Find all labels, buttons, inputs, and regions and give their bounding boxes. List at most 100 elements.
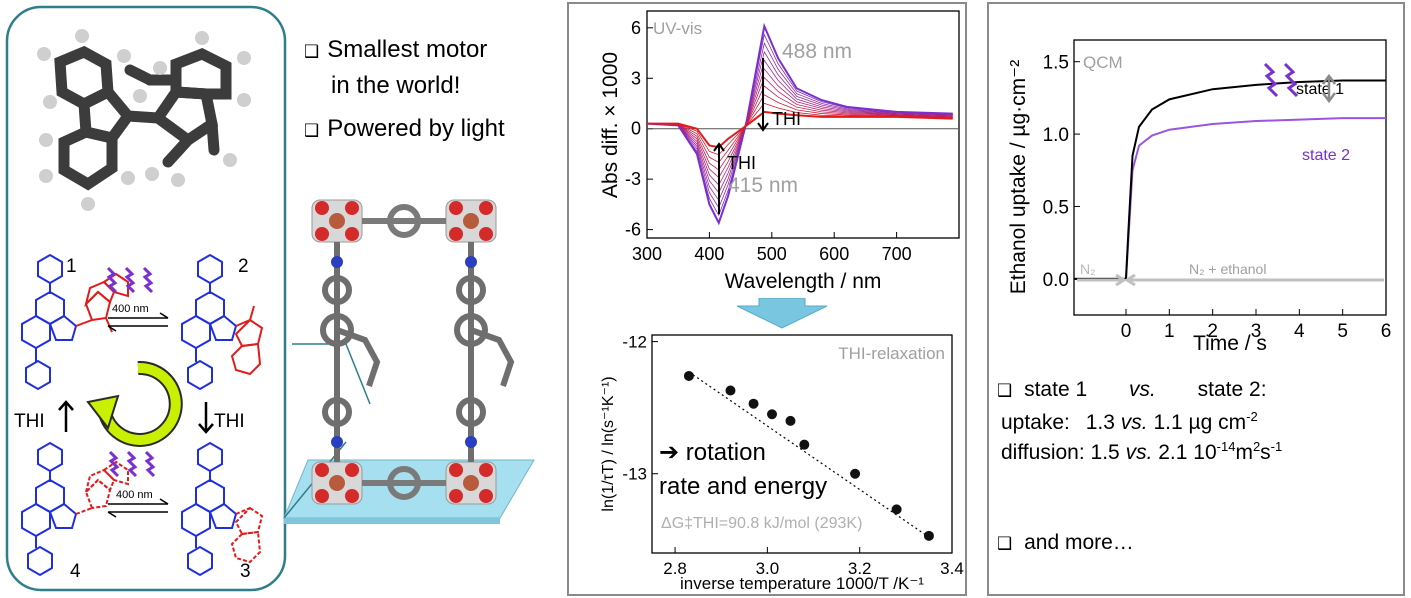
comparison-more: ❑ and more… [997,531,1134,555]
thi-left-label: THI [14,411,45,432]
cmp-vs-3: vs. [1125,441,1153,464]
arr-x-tick-label: 3.0 [756,559,780,578]
arr-data-point [785,415,796,426]
comparison-line-3: diffusion: 1.5 vs. 2.1 10-14m2s-1 [1001,439,1282,465]
qcm-x-tick-label: 5 [1337,321,1348,342]
uv-arrow-up-icon [713,142,725,214]
arr-data-point [923,530,934,541]
uv-series-line [647,110,953,149]
cmp-diffusion-s: s [1260,441,1271,464]
qcm-x-tick-label: 6 [1381,321,1392,342]
cmp-uptake-v1: 1.3 [1085,411,1115,434]
cmp-diffusion-m: m [1235,441,1253,464]
arr-data-point [683,370,694,381]
arr-x-tick-label: 3.4 [940,559,964,578]
arr-y-tick-label: -13 [622,465,647,484]
qcm-difference-arrow-icon [1322,73,1336,104]
cmp-uptake-sup: -2 [1246,409,1258,424]
bullet-smallest-motor-cont: in the world! [331,72,460,100]
uv-y-tick-label: 3 [631,68,641,88]
bullet-box-icon: ❑ [997,381,1013,401]
bullet-text-2: Powered by light [327,115,505,142]
qcm-x-axis-label: Time / s [1193,332,1267,355]
uv-annot-415: 415 nm [728,174,798,197]
arr-x-axis-label: inverse temperature 1000/T /K⁻¹ [680,574,924,593]
uv-annot-thi-bottom: THI [727,153,756,173]
qcm-x-tick-label: 0 [1121,321,1132,342]
structure-3 [181,441,264,577]
bullet-text-1b: in the world! [331,72,461,99]
equilibrium-arrows-top-icon [107,312,169,332]
cmp-diffusion-sup2: 2 [1252,439,1261,454]
cmp-state2: state 2: [1197,378,1267,401]
qcm-chart: QCM 0 1 2 3 4 5 60.00.51.01.5 state 1 state 2 … [1007,39,1392,355]
qcm-y-tick-label: 0.5 [1043,197,1069,218]
wavelength-400-bottom: 400 nm [116,489,153,501]
equilibrium-arrows-bottom-icon [107,498,169,518]
qcm-y-tick-label: 0.0 [1043,270,1069,291]
cmp-uptake-label: uptake: [1001,411,1070,434]
uv-y-tick-label: -3 [625,169,641,189]
arr-energy-label: ΔG‡THI=90.8 kJ/mol (293K) [661,515,862,532]
uv-series-line [646,59,953,194]
cmp-diffusion-v1: 1.5 [1090,441,1120,464]
cmp-state1: state 1 [1024,378,1088,401]
thi-down-arrow-icon [198,402,214,434]
uv-y-axis-label: Abs diff. × 1000 [599,52,622,198]
qcm-state1-label: state 1 [1296,81,1344,98]
metal-node-top-left [311,199,363,243]
uv-series-line [646,22,953,226]
uv-series-line [646,102,953,156]
cmp-diffusion-label: diffusion: [1001,441,1085,464]
arr-x-tick-label: 3.2 [848,559,872,578]
state-2-label: 2 [238,256,249,277]
light-squiggle-bottom-icon [108,450,156,478]
arr-fit-line [688,371,930,538]
qcm-state2-label: state 2 [1302,147,1350,164]
structure-2 [181,253,264,391]
uv-x-tick-label: 500 [757,244,787,264]
qcm-panel-label: QCM [1083,53,1123,72]
uv-y-tick-label: -6 [625,220,641,240]
qcm-x-tick-label: 2 [1207,321,1218,342]
qcm-y-tick-label: 1.0 [1043,125,1069,146]
metal-node-bottom-left [311,461,363,505]
qcm-n2-label: N₂ [1080,261,1096,277]
cmp-more-text: and more… [1024,531,1134,554]
arr-x-tick-label: 2.8 [663,559,687,578]
arr-data-point [891,504,902,515]
down-block-arrow-icon [736,298,828,329]
uv-x-axis-label: Wavelength / nm [725,270,882,293]
uv-series-line [646,85,953,171]
arr-data-point [850,468,861,479]
cmp-diffusion-v2: 2.1 10 [1158,441,1217,464]
arr-y-tick-label: -12 [622,333,647,352]
bullet-text-1a: Smallest motor [327,36,488,63]
uv-panel-label: UV-vis [653,19,702,38]
wavelength-400-top: 400 nm [112,303,149,315]
bullet-smallest-motor: ❑ Smallest motor [304,36,487,64]
uv-annot-thi-top: THI [772,109,801,129]
qcm-gas-arrows-icon [1077,273,1384,287]
qcm-x-tick-label: 1 [1164,321,1175,342]
qcm-x-tick-label: 4 [1294,321,1305,342]
bullet-box-icon: ❑ [304,121,320,141]
state-1-label: 1 [66,256,77,277]
bullet-powered-by-light: ❑ Powered by light [304,115,505,143]
rotation-cycle-icon [86,360,183,447]
qcm-series-1 [1074,79,1386,280]
qcm-n2-ethanol-label: N₂ + ethanol [1189,261,1266,277]
qcm-x-tick-label: 3 [1251,321,1262,342]
arr-data-point [799,439,810,450]
arr-data-point [725,385,736,396]
thi-up-arrow-icon [58,400,74,432]
qcm-y-tick-label: 1.5 [1043,53,1069,74]
uv-annot-488: 488 nm [782,40,852,63]
uv-series-line [646,50,953,201]
motor-3d-model [37,29,251,211]
uv-x-tick-label: 400 [694,244,724,264]
uv-x-tick-label: 700 [882,244,912,264]
comparison-line-1: ❑ state 1 vs. state 2: [997,378,1267,402]
uv-series-line [646,68,953,186]
uv-series-line [646,94,953,163]
